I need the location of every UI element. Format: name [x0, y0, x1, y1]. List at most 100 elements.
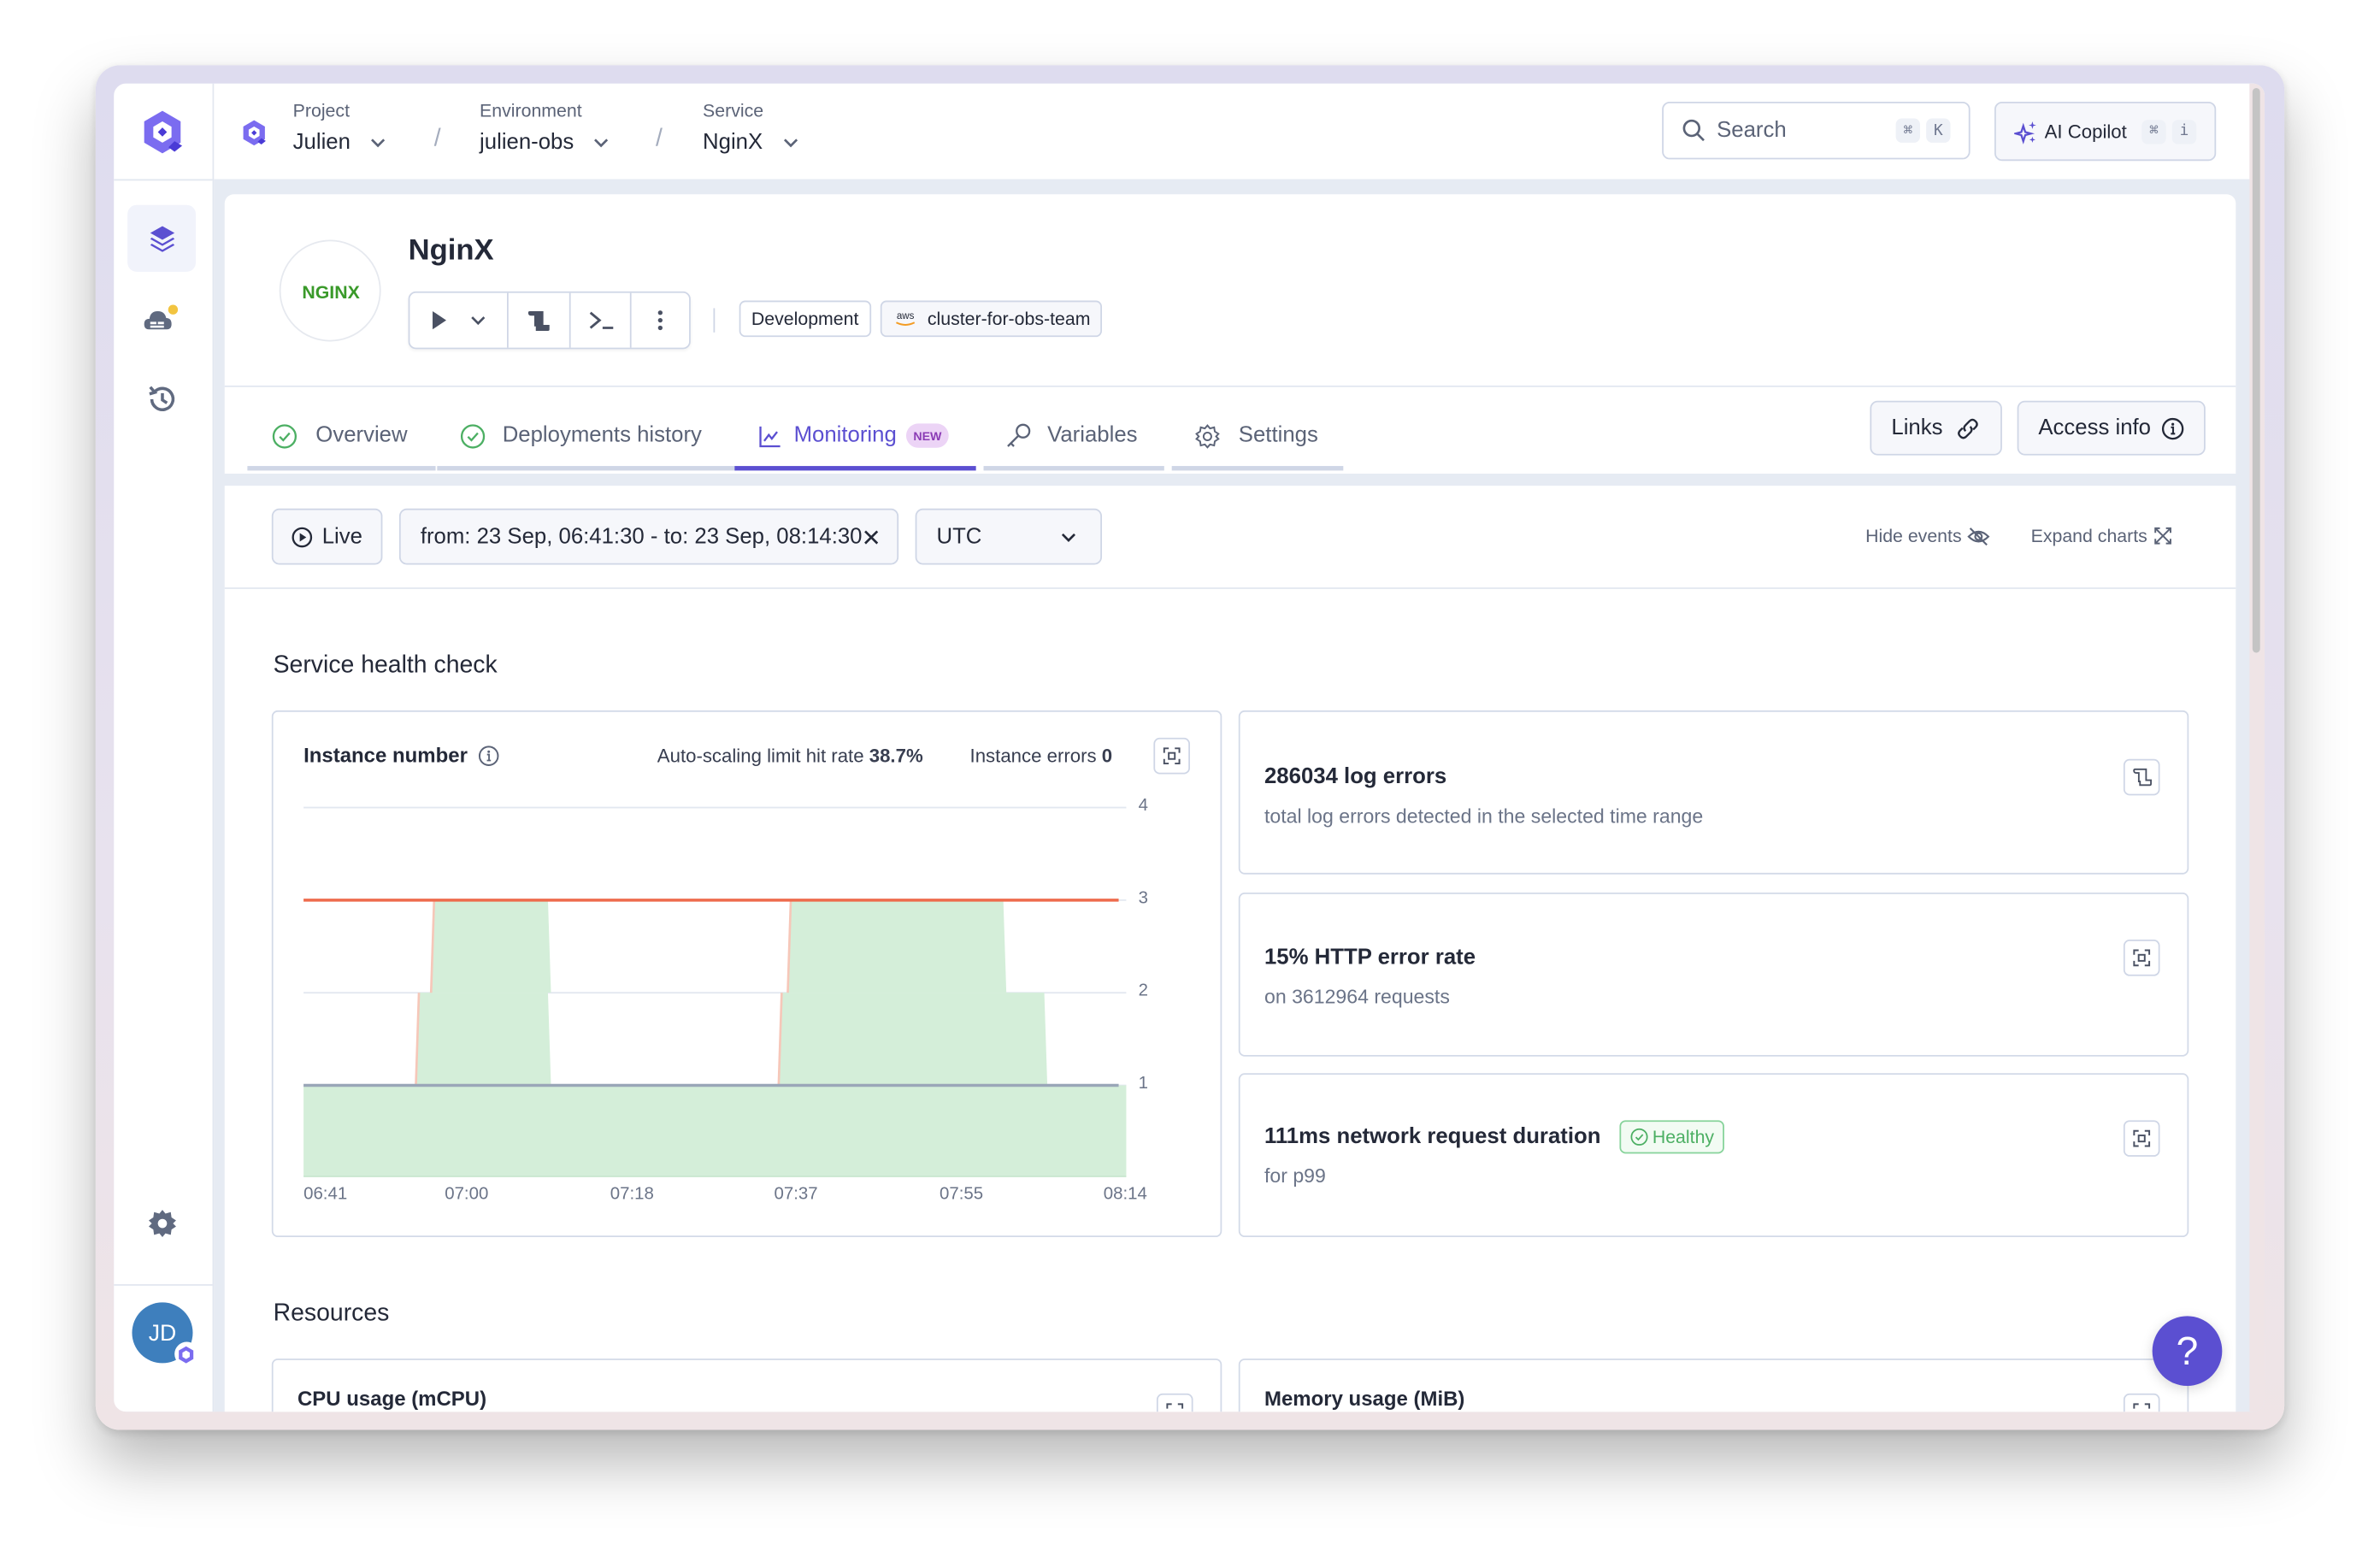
service-logo: NGINX	[279, 239, 381, 342]
breadcrumb-label: Project	[292, 100, 351, 122]
scroll-icon	[2132, 768, 2152, 787]
expand-charts-button[interactable]: Expand charts	[2031, 525, 2172, 546]
environment-tag: Development	[739, 300, 871, 338]
expand-chart-button[interactable]	[2123, 1393, 2160, 1412]
eye-off-icon	[1967, 527, 1991, 545]
network-duration-card[interactable]: 111ms network request duration Healthy f…	[1238, 1073, 2189, 1238]
expand-metric-button[interactable]	[2123, 1120, 2160, 1157]
tab-underline	[983, 466, 1164, 471]
tab-overview[interactable]: Overview	[247, 401, 436, 471]
more-options-button[interactable]	[632, 293, 689, 348]
avatar[interactable]: JD	[132, 1302, 199, 1366]
cluster-tag[interactable]: aws cluster-for-obs-team	[880, 300, 1103, 338]
breadcrumb-service[interactable]: Service NginX	[703, 100, 799, 155]
scrollbar[interactable]	[2249, 83, 2265, 1412]
more-vertical-icon	[658, 310, 663, 331]
info-icon	[2162, 416, 2184, 439]
sidebar-settings[interactable]	[127, 1190, 196, 1257]
search-placeholder: Search	[1717, 118, 1787, 143]
x-tick: 07:18	[610, 1185, 654, 1204]
stat-value: 0	[1101, 745, 1113, 767]
time-range-picker[interactable]: from: 23 Sep, 06:41:30 - to: 23 Sep, 08:…	[398, 508, 899, 565]
terminal-button[interactable]	[570, 292, 633, 348]
divider	[713, 308, 716, 333]
deploy-button[interactable]	[409, 292, 510, 348]
app-window: JD Project Julien	[114, 83, 2265, 1412]
service-actions	[408, 291, 691, 350]
close-icon[interactable]	[863, 530, 879, 545]
expand-chart-button[interactable]	[1156, 1393, 1193, 1412]
instance-errors-stat: Instance errors 0	[970, 746, 1113, 767]
x-tick: 07:55	[940, 1185, 984, 1204]
breadcrumb-environment[interactable]: Environment julien-obs	[480, 100, 610, 155]
tab-underline	[1171, 466, 1344, 471]
expand-metric-button[interactable]	[2123, 940, 2160, 976]
stat-label: Auto-scaling limit hit rate	[657, 745, 864, 767]
svg-text:aws: aws	[897, 311, 915, 321]
metric-subtitle: on 3612964 requests	[1264, 985, 1450, 1008]
topbar: Project Julien / Environment julien-obs …	[214, 83, 2265, 180]
badge-label: Healthy	[1652, 1126, 1715, 1148]
x-tick: 07:37	[774, 1185, 818, 1204]
monitoring-content: Live from: 23 Sep, 06:41:30 - to: 23 Sep…	[224, 486, 2236, 1412]
sidebar-divider	[114, 1284, 213, 1286]
history-icon	[148, 386, 174, 411]
search-icon	[1682, 119, 1705, 142]
check-circle-icon	[1629, 1128, 1647, 1146]
tabs-divider	[224, 385, 2236, 387]
info-icon[interactable]	[478, 745, 499, 766]
search-input[interactable]: Search ⌘ K	[1662, 101, 1971, 160]
metric-subtitle: for p99	[1264, 1164, 1326, 1188]
sidebar-item-infrastructure[interactable]	[127, 286, 196, 352]
sidebar-item-services[interactable]	[127, 204, 197, 272]
view-logs-button[interactable]	[2123, 758, 2160, 796]
expand-chart-button[interactable]	[1153, 737, 1190, 775]
stat-label: Instance errors	[969, 745, 1097, 767]
shortcut-key: i	[2171, 119, 2197, 144]
access-info-button[interactable]: Access info	[2017, 400, 2206, 456]
scrollbar-thumb[interactable]	[2252, 87, 2260, 653]
http-error-rate-card[interactable]: 15% HTTP error rate on 3612964 requests	[1238, 892, 2189, 1057]
hide-events-button[interactable]: Hide events	[1865, 525, 1991, 546]
logs-button[interactable]	[509, 292, 571, 348]
log-errors-card[interactable]: 286034 log errors total log errors detec…	[1238, 710, 2189, 875]
ai-copilot-button[interactable]: AI Copilot ⌘ i	[1994, 101, 2217, 162]
breadcrumb-label: Service	[703, 100, 764, 122]
sidebar-item-history[interactable]	[127, 366, 196, 433]
cloud-icon	[143, 304, 178, 330]
healthy-badge: Healthy	[1618, 1120, 1725, 1154]
tab-variables[interactable]: Variables	[983, 401, 1164, 471]
focus-icon	[2133, 1403, 2151, 1409]
check-circle-icon	[272, 423, 298, 448]
nginx-logo-icon: NGINX	[301, 281, 359, 301]
tab-monitoring[interactable]: Monitoring NEW	[734, 401, 976, 471]
timezone-select[interactable]: UTC	[915, 508, 1103, 565]
focus-icon	[1166, 1403, 1184, 1409]
chevron-down-icon	[594, 139, 609, 148]
y-tick: 4	[1138, 797, 1148, 816]
live-button[interactable]: Live	[271, 508, 383, 565]
question-icon: ?	[2176, 1327, 2199, 1373]
y-tick: 1	[1138, 1075, 1148, 1093]
links-button[interactable]: Links	[1870, 400, 2002, 456]
breadcrumb-value: julien-obs	[480, 130, 574, 156]
chevron-down-icon	[471, 316, 486, 326]
metric-subtitle: total log errors detected in the selecte…	[1264, 805, 1704, 828]
new-badge: NEW	[905, 423, 950, 448]
help-button[interactable]: ?	[2152, 1316, 2223, 1387]
instance-panel-header: Instance number	[303, 744, 499, 767]
gear-icon	[148, 1210, 176, 1238]
breadcrumb-project[interactable]: Project Julien	[293, 100, 387, 155]
tab-settings[interactable]: Settings	[1171, 401, 1344, 471]
link-icon	[1957, 417, 1978, 439]
chart-line-icon	[759, 426, 781, 447]
y-tick: 3	[1138, 889, 1148, 908]
app-logo[interactable]	[114, 84, 213, 181]
y-tick: 2	[1138, 981, 1148, 1001]
instance-chart[interactable]	[274, 712, 1223, 1239]
tab-deployments-history[interactable]: Deployments history	[437, 401, 737, 471]
panel-title: Memory usage (MiB)	[1264, 1387, 1465, 1411]
metric-title: 111ms network request duration	[1264, 1124, 1601, 1150]
avatar-initials: JD	[148, 1319, 177, 1346]
x-tick: 06:41	[303, 1185, 348, 1204]
